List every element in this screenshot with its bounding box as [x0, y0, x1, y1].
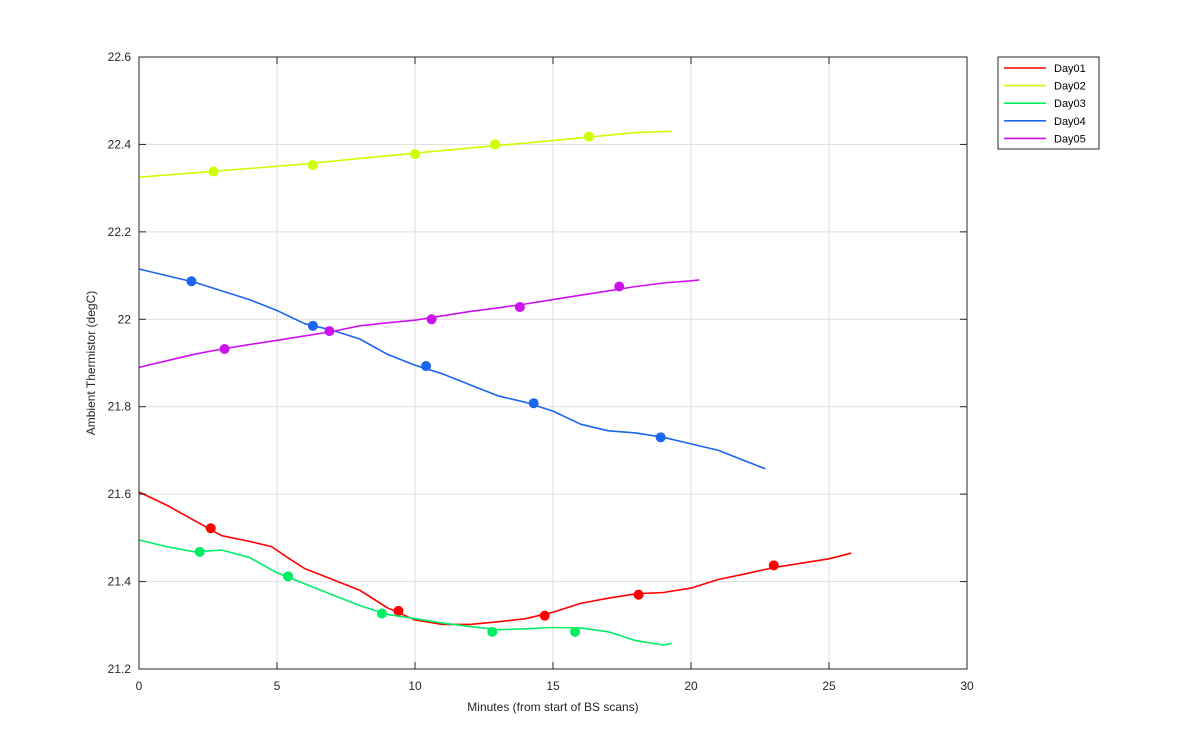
series-line [138, 268, 766, 470]
data-point-marker [205, 523, 216, 534]
series-day04 [138, 268, 766, 470]
data-point-marker [583, 131, 594, 142]
x-tick-label: 5 [274, 679, 281, 693]
plot-series [138, 130, 852, 646]
x-tick-label: 10 [408, 679, 422, 693]
y-tick-label: 22.2 [108, 225, 132, 239]
legend-label: Day01 [1054, 63, 1086, 75]
data-point-marker [376, 608, 387, 619]
x-tick-label: 0 [136, 679, 143, 693]
data-point-marker [194, 546, 205, 557]
data-point-marker [768, 560, 779, 571]
data-point-marker [421, 361, 432, 372]
series-line [138, 279, 700, 369]
data-point-marker [208, 166, 219, 177]
series-day05 [138, 279, 700, 369]
data-point-marker [570, 626, 581, 637]
series-line [138, 539, 672, 646]
data-point-marker [410, 149, 420, 160]
data-point-marker [539, 610, 550, 621]
x-tick-label: 15 [546, 679, 560, 693]
data-point-marker [393, 605, 404, 616]
series-day01 [138, 491, 852, 626]
data-point-marker [490, 139, 501, 150]
data-point-marker [426, 314, 437, 325]
x-axis-label: Minutes (from start of BS scans) [467, 700, 638, 714]
data-point-marker [633, 589, 644, 600]
data-point-marker [528, 398, 539, 409]
y-tick-label: 21.4 [108, 575, 132, 589]
data-point-marker [307, 159, 318, 170]
legend-label: Day03 [1054, 98, 1086, 110]
y-tick-label: 22.6 [108, 50, 132, 64]
y-tick-label: 22 [118, 312, 132, 326]
data-point-marker [324, 326, 335, 337]
data-point-marker [186, 276, 197, 287]
y-tick-label: 21.6 [108, 487, 132, 501]
data-point-marker [219, 344, 230, 355]
series-line [138, 491, 852, 626]
y-tick-label: 22.4 [108, 137, 132, 151]
y-axis-label: Ambient Thermistor (degC) [84, 291, 98, 436]
series-day02 [138, 130, 672, 178]
y-tick-label: 21.2 [108, 662, 132, 676]
grid-lines [138, 56, 968, 670]
data-point-marker [283, 571, 294, 582]
legend-label: Day05 [1054, 133, 1086, 145]
x-tick-label: 25 [822, 679, 836, 693]
data-point-marker [307, 320, 318, 331]
y-tick-label: 21.8 [108, 400, 132, 414]
data-point-marker [487, 626, 498, 637]
legend-label: Day04 [1054, 116, 1086, 128]
data-point-marker [655, 432, 666, 443]
legend: Day01 Day02 Day03 Day04 Day05 [997, 56, 1100, 150]
series-day03 [138, 539, 672, 646]
data-point-marker [514, 302, 525, 313]
x-tick-label: 30 [960, 679, 974, 693]
legend-label: Day02 [1054, 81, 1086, 93]
data-point-marker [614, 281, 625, 292]
axis-ticks: 0 5 10 15 20 25 30 21.2 21.4 21.6 21.8 22 22.2 22.4 22… [108, 50, 974, 693]
x-tick-label: 20 [684, 679, 698, 693]
